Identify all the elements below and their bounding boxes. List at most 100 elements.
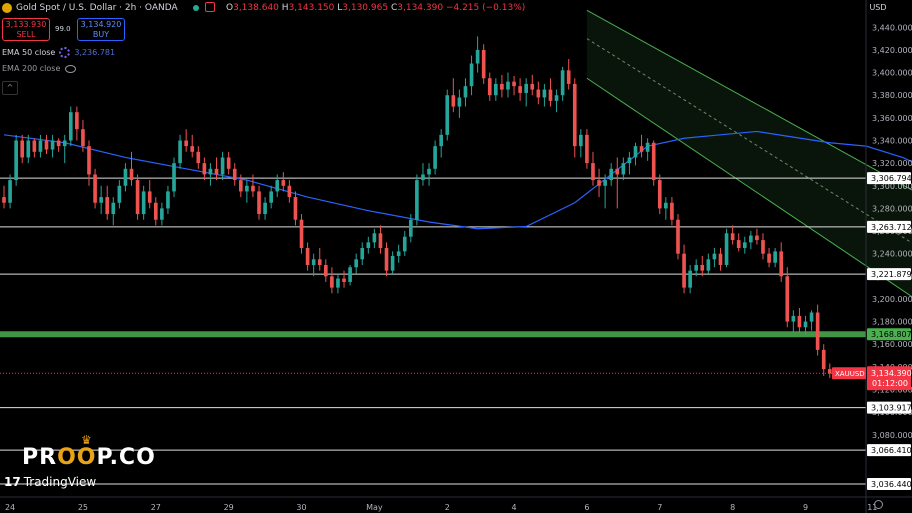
candle-body <box>390 255 395 271</box>
ema200-legend[interactable]: EMA 200 close <box>2 64 77 73</box>
candle <box>147 180 152 209</box>
symbol-tag-text: XAUUSD <box>835 370 865 378</box>
time-tick-label: 9 <box>803 503 808 512</box>
candle <box>779 242 784 282</box>
candle-body <box>81 129 85 147</box>
price-tick-label: 3,300.000 <box>872 182 912 191</box>
candle <box>536 81 541 105</box>
candle <box>421 163 425 186</box>
candle-body <box>530 83 535 90</box>
candle-body <box>99 197 103 203</box>
sell-button[interactable]: 3,133.930 SELL <box>2 18 50 41</box>
candle <box>62 134 67 164</box>
loading-ring-icon <box>59 47 71 58</box>
candle <box>257 185 261 220</box>
candle-body <box>208 168 213 175</box>
time-tick-label: 4 <box>511 503 516 512</box>
candle-body <box>433 146 437 169</box>
ohlc-values: O3,138.640 H3,143.150 L3,130.965 C3,134.… <box>226 3 525 13</box>
sell-price: 3,133.930 <box>5 20 47 29</box>
candle-body <box>14 140 18 181</box>
buy-button[interactable]: 3,134.920 BUY <box>77 18 125 41</box>
candle-body <box>591 163 595 181</box>
ema200-label: EMA 200 close <box>2 64 61 73</box>
candle-body <box>706 259 711 271</box>
eye-icon[interactable] <box>65 64 77 73</box>
ema50-legend[interactable]: EMA 50 close 3,236.781 <box>2 47 115 58</box>
spread-value: 99.0 <box>55 25 71 33</box>
candle-body <box>305 248 310 265</box>
time-tick-label: 29 <box>224 503 234 512</box>
candle <box>670 197 674 226</box>
logo-right: P.CO <box>96 445 156 470</box>
price-tick-label: 3,360.000 <box>872 114 912 123</box>
candle-body <box>184 140 188 147</box>
candle-body <box>548 89 553 101</box>
logo-mid: OO <box>57 445 97 470</box>
candle <box>366 236 371 254</box>
last-price-tag <box>867 366 911 391</box>
candle <box>566 59 571 90</box>
candle <box>633 142 638 166</box>
candle <box>475 36 480 73</box>
candle-body <box>633 146 638 158</box>
candle-body <box>293 197 298 220</box>
time-axis[interactable]: 2425272930May24678911131415 <box>0 496 912 512</box>
candle-body <box>481 49 486 79</box>
candle-body <box>439 134 444 147</box>
candle <box>585 129 589 169</box>
candle-body <box>281 180 286 186</box>
price-tick-label: 3,420.000 <box>872 46 912 55</box>
candle <box>621 157 626 181</box>
time-tick-label: 8 <box>730 503 735 512</box>
channel-fill <box>586 10 912 297</box>
candle-body <box>542 89 547 98</box>
candle <box>135 174 140 220</box>
time-tick-label: 6 <box>584 503 589 512</box>
high-label: H <box>281 3 289 13</box>
candle <box>827 363 832 379</box>
candle-body <box>178 140 182 164</box>
candle-body <box>518 86 522 93</box>
candle <box>299 214 304 254</box>
candle-body <box>263 202 267 215</box>
gear-icon[interactable] <box>874 500 883 509</box>
candle <box>68 106 73 147</box>
candle-body <box>821 349 826 370</box>
level-price-tag <box>867 220 911 233</box>
candle-body <box>111 202 116 215</box>
candle <box>178 134 182 169</box>
candle <box>117 180 122 209</box>
candle <box>99 185 103 215</box>
ema50-line <box>3 130 912 230</box>
price-axis[interactable]: 3,080.0003,100.0003,120.0003,140.0003,16… <box>865 0 912 513</box>
candle <box>609 163 614 186</box>
ema50-path <box>3 130 912 230</box>
candle <box>718 248 723 271</box>
candle-body <box>160 208 164 220</box>
candle <box>281 172 286 192</box>
candle-body <box>166 191 170 209</box>
alert-icon[interactable] <box>205 2 215 12</box>
candle <box>439 129 444 158</box>
level-price-text: 3,066.410 <box>871 446 912 455</box>
candle <box>664 197 668 220</box>
symbol-title[interactable]: Gold Spot / U.S. Dollar · 2h · OANDA <box>16 3 178 13</box>
collapse-legend-button[interactable]: ^ <box>2 81 18 95</box>
candle <box>742 236 747 254</box>
candle-body <box>742 242 747 249</box>
buy-label: BUY <box>92 30 110 39</box>
candle <box>87 140 91 186</box>
candle <box>657 174 662 215</box>
candle-body <box>585 134 589 164</box>
time-tick-label: 11 <box>867 503 877 512</box>
currency-label[interactable]: USD <box>869 3 887 12</box>
candle-body <box>536 89 541 98</box>
candle <box>311 253 316 277</box>
candle-body <box>366 242 371 249</box>
candle-body <box>676 219 680 254</box>
candle <box>433 140 437 175</box>
candle-body <box>560 70 565 96</box>
